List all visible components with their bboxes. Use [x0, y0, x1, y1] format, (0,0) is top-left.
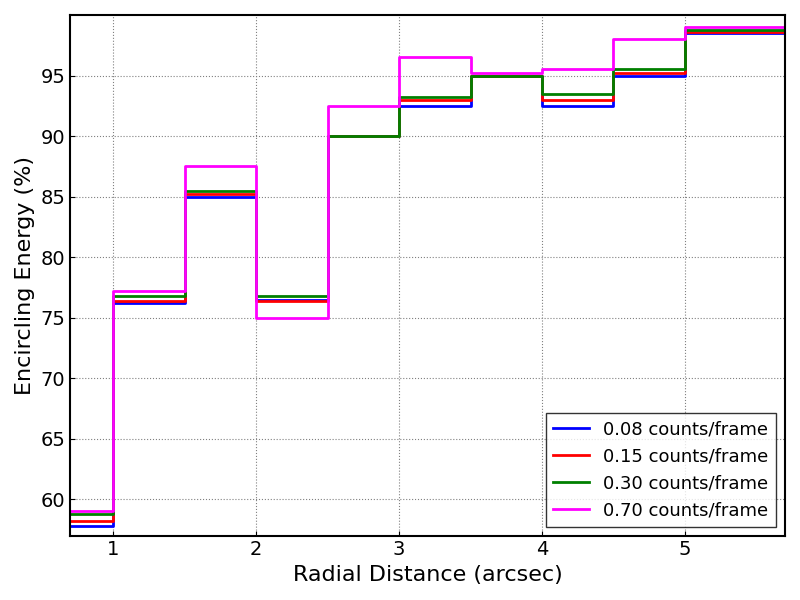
0.30 counts/frame: [680, 26, 690, 33]
Legend: 0.08 counts/frame, 0.15 counts/frame, 0.30 counts/frame, 0.70 counts/frame: 0.08 counts/frame, 0.15 counts/frame, 0.…: [546, 413, 776, 527]
0.15 counts/frame: [780, 28, 790, 35]
0.30 counts/frame: [322, 133, 332, 140]
0.30 counts/frame: [609, 66, 618, 73]
0.70 counts/frame: [394, 102, 404, 109]
0.08 counts/frame: [180, 299, 190, 307]
0.15 counts/frame: [466, 72, 475, 79]
Line: 0.30 counts/frame: 0.30 counts/frame: [70, 29, 785, 514]
0.15 counts/frame: [251, 297, 261, 304]
0.15 counts/frame: [66, 517, 75, 524]
0.30 counts/frame: [251, 292, 261, 299]
0.08 counts/frame: [251, 296, 261, 303]
0.08 counts/frame: [780, 29, 790, 37]
0.30 counts/frame: [537, 72, 546, 79]
0.08 counts/frame: [322, 296, 332, 303]
0.70 counts/frame: [394, 54, 404, 61]
0.15 counts/frame: [780, 28, 790, 35]
0.08 counts/frame: [680, 29, 690, 37]
0.70 counts/frame: [466, 54, 475, 61]
0.08 counts/frame: [394, 102, 404, 109]
0.15 counts/frame: [466, 96, 475, 103]
0.70 counts/frame: [322, 102, 332, 109]
Line: 0.70 counts/frame: 0.70 counts/frame: [70, 27, 785, 511]
0.15 counts/frame: [180, 297, 190, 304]
0.70 counts/frame: [466, 70, 475, 77]
0.15 counts/frame: [108, 297, 118, 304]
Y-axis label: Encircling Energy (%): Encircling Energy (%): [15, 156, 35, 395]
0.70 counts/frame: [609, 66, 618, 73]
0.30 counts/frame: [108, 292, 118, 299]
0.30 counts/frame: [180, 292, 190, 299]
0.15 counts/frame: [609, 96, 618, 103]
0.30 counts/frame: [251, 187, 261, 194]
0.30 counts/frame: [466, 94, 475, 101]
0.70 counts/frame: [251, 163, 261, 170]
0.15 counts/frame: [322, 297, 332, 304]
0.70 counts/frame: [680, 35, 690, 43]
0.08 counts/frame: [609, 72, 618, 79]
0.30 counts/frame: [466, 72, 475, 79]
0.70 counts/frame: [251, 314, 261, 321]
Line: 0.08 counts/frame: 0.08 counts/frame: [70, 33, 785, 526]
0.15 counts/frame: [537, 72, 546, 79]
0.30 counts/frame: [780, 26, 790, 33]
Line: 0.15 counts/frame: 0.15 counts/frame: [70, 32, 785, 521]
0.15 counts/frame: [680, 28, 690, 35]
0.30 counts/frame: [394, 94, 404, 101]
0.08 counts/frame: [609, 102, 618, 109]
0.70 counts/frame: [780, 23, 790, 31]
0.30 counts/frame: [394, 133, 404, 140]
0.15 counts/frame: [680, 70, 690, 77]
0.15 counts/frame: [180, 191, 190, 198]
0.08 counts/frame: [466, 72, 475, 79]
0.30 counts/frame: [108, 510, 118, 517]
0.70 counts/frame: [180, 287, 190, 295]
0.08 counts/frame: [537, 102, 546, 109]
0.70 counts/frame: [180, 163, 190, 170]
0.08 counts/frame: [466, 102, 475, 109]
X-axis label: Radial Distance (arcsec): Radial Distance (arcsec): [293, 565, 562, 585]
0.70 counts/frame: [680, 23, 690, 31]
0.30 counts/frame: [680, 66, 690, 73]
0.70 counts/frame: [322, 314, 332, 321]
0.30 counts/frame: [780, 26, 790, 33]
0.70 counts/frame: [108, 508, 118, 515]
0.08 counts/frame: [108, 522, 118, 529]
0.15 counts/frame: [322, 133, 332, 140]
0.08 counts/frame: [180, 193, 190, 200]
0.70 counts/frame: [537, 70, 546, 77]
0.15 counts/frame: [108, 517, 118, 524]
0.08 counts/frame: [680, 72, 690, 79]
0.70 counts/frame: [108, 287, 118, 295]
0.08 counts/frame: [394, 133, 404, 140]
0.08 counts/frame: [66, 522, 75, 529]
0.30 counts/frame: [609, 90, 618, 97]
0.15 counts/frame: [537, 96, 546, 103]
0.30 counts/frame: [66, 510, 75, 517]
0.08 counts/frame: [108, 299, 118, 307]
0.70 counts/frame: [780, 23, 790, 31]
0.08 counts/frame: [537, 72, 546, 79]
0.70 counts/frame: [609, 35, 618, 43]
0.08 counts/frame: [780, 29, 790, 37]
0.70 counts/frame: [66, 508, 75, 515]
0.08 counts/frame: [322, 133, 332, 140]
0.15 counts/frame: [251, 191, 261, 198]
0.15 counts/frame: [394, 96, 404, 103]
0.15 counts/frame: [609, 70, 618, 77]
0.30 counts/frame: [180, 187, 190, 194]
0.30 counts/frame: [322, 292, 332, 299]
0.30 counts/frame: [537, 90, 546, 97]
0.08 counts/frame: [251, 193, 261, 200]
0.70 counts/frame: [537, 66, 546, 73]
0.15 counts/frame: [394, 133, 404, 140]
